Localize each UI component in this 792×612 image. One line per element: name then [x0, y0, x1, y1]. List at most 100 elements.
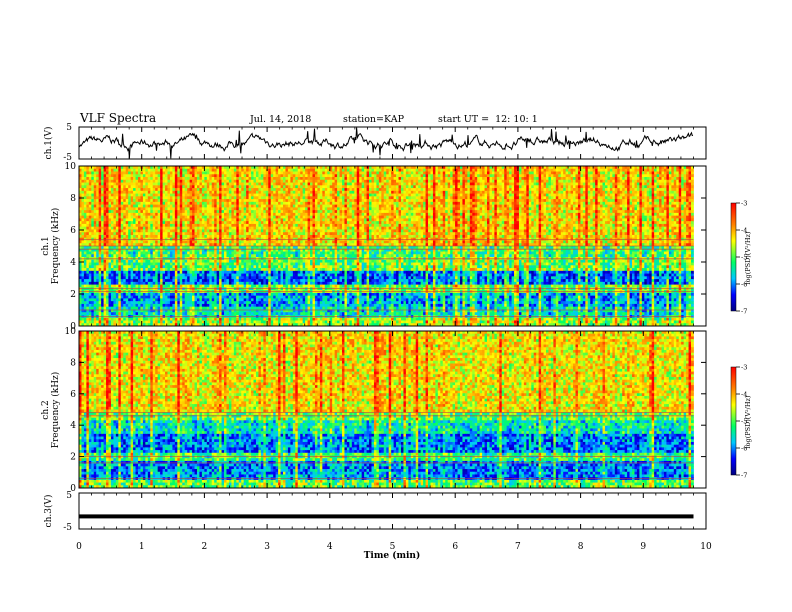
spectrogram-cell [337, 174, 340, 177]
spectrogram-cell [389, 216, 392, 219]
spectrogram-cell [340, 202, 343, 205]
spectrogram-cell [273, 210, 276, 213]
spectrogram-cell [502, 188, 505, 191]
spectrogram-cell [217, 174, 220, 177]
spectrogram-cell [413, 180, 416, 183]
spectrogram-cell [197, 202, 200, 205]
spectrogram-cell [172, 196, 175, 199]
spectrogram-cell [263, 213, 266, 216]
spectrogram-cell [342, 177, 345, 180]
spectrogram-cell [217, 188, 220, 191]
spectrogram-cell [143, 188, 146, 191]
spectrogram-cell [504, 213, 507, 216]
spectrogram-cell [529, 191, 532, 194]
spectrogram-cell [241, 188, 244, 191]
spectrogram-cell [199, 185, 202, 188]
spectrogram-cell [99, 218, 102, 221]
spectrogram-cell [143, 205, 146, 208]
spectrogram-cell [362, 196, 365, 199]
spectrogram-cell [617, 188, 620, 191]
spectrogram-cell [94, 194, 97, 197]
spectrogram-cell [590, 188, 593, 191]
spectrogram-cell [598, 207, 601, 210]
spectrogram-cell [418, 194, 421, 197]
spectrogram-cell [99, 210, 102, 213]
spectrogram-cell [342, 188, 345, 191]
spectrogram-cell [649, 191, 652, 194]
spectrogram-cell [231, 191, 234, 194]
spectrogram-cell [352, 177, 355, 180]
spectrogram-cell [529, 210, 532, 213]
spectrogram-cell [175, 194, 178, 197]
spectrogram-cell [84, 210, 87, 213]
spectrogram-cell [568, 183, 571, 186]
spectrogram-cell [293, 207, 296, 210]
spectrogram-cell [246, 213, 249, 216]
spectrogram-cell [367, 194, 370, 197]
spectrogram-cell [84, 188, 87, 191]
spectrogram-cell [669, 183, 672, 186]
spectrogram-cell [467, 218, 470, 221]
spectrogram-cell [371, 191, 374, 194]
spectrogram-cell [94, 213, 97, 216]
spectrogram-cell [86, 194, 89, 197]
spectrogram-cell [445, 183, 448, 186]
spectrogram-cell [600, 174, 603, 177]
spectrogram-cell [190, 218, 193, 221]
spectrogram-cell [514, 180, 517, 183]
spectrogram-cell [374, 169, 377, 172]
spectrogram-cell [128, 194, 131, 197]
spectrogram-cell [627, 207, 630, 210]
spectrogram-cell [364, 183, 367, 186]
spectrogram-cell [462, 205, 465, 208]
spectrogram-cell [494, 205, 497, 208]
spectrogram-cell [531, 185, 534, 188]
spectrogram-cell [288, 191, 291, 194]
spectrogram-cell [426, 183, 429, 186]
spectrogram-cell [637, 216, 640, 219]
spectrogram-cell [207, 183, 210, 186]
spectrogram-cell [170, 199, 173, 202]
spectrogram-cell [131, 177, 134, 180]
spectrogram-cell [170, 194, 173, 197]
spectrogram-cell [571, 205, 574, 208]
spectrogram-cell [148, 172, 151, 175]
spectrogram-cell [204, 205, 207, 208]
spectrogram-cell [374, 194, 377, 197]
spectrogram-cell [418, 218, 421, 221]
spectrogram-cell [246, 183, 249, 186]
spectrogram-cell [177, 177, 180, 180]
spectrogram-cell [99, 196, 102, 199]
spectrogram-cell [497, 196, 500, 199]
spectrogram-cell [607, 172, 610, 175]
spectrogram-cell [642, 183, 645, 186]
spectrogram-cell [293, 183, 296, 186]
spectrogram-cell [426, 216, 429, 219]
spectrogram-cell [81, 216, 84, 219]
spectrogram-cell [561, 191, 564, 194]
spectrogram-cell [340, 199, 343, 202]
spectrogram-cell [588, 218, 591, 221]
spectrogram-cell [408, 185, 411, 188]
spectrogram-cell [182, 199, 185, 202]
spectrogram-cell [671, 207, 674, 210]
spectrogram-cell [443, 199, 446, 202]
spectrogram-cell [239, 191, 242, 194]
spectrogram-cell [504, 196, 507, 199]
spectrogram-cell [460, 183, 463, 186]
spectrogram-cell [423, 210, 426, 213]
spectrogram-cell [327, 202, 330, 205]
spectrogram-cell [593, 188, 596, 191]
spectrogram-cell [610, 210, 613, 213]
spectrogram-cell [136, 216, 139, 219]
spectrogram-cell [598, 205, 601, 208]
spectrogram-cell [118, 196, 121, 199]
spectrogram-cell [593, 172, 596, 175]
spectrogram-cell [158, 207, 161, 210]
spectrogram-cell [163, 213, 166, 216]
spectrogram-cell [167, 216, 170, 219]
spectrogram-cell [150, 180, 153, 183]
spectrogram-cell [91, 174, 94, 177]
spectrogram-cell [674, 194, 677, 197]
spectrogram-cell [507, 188, 510, 191]
